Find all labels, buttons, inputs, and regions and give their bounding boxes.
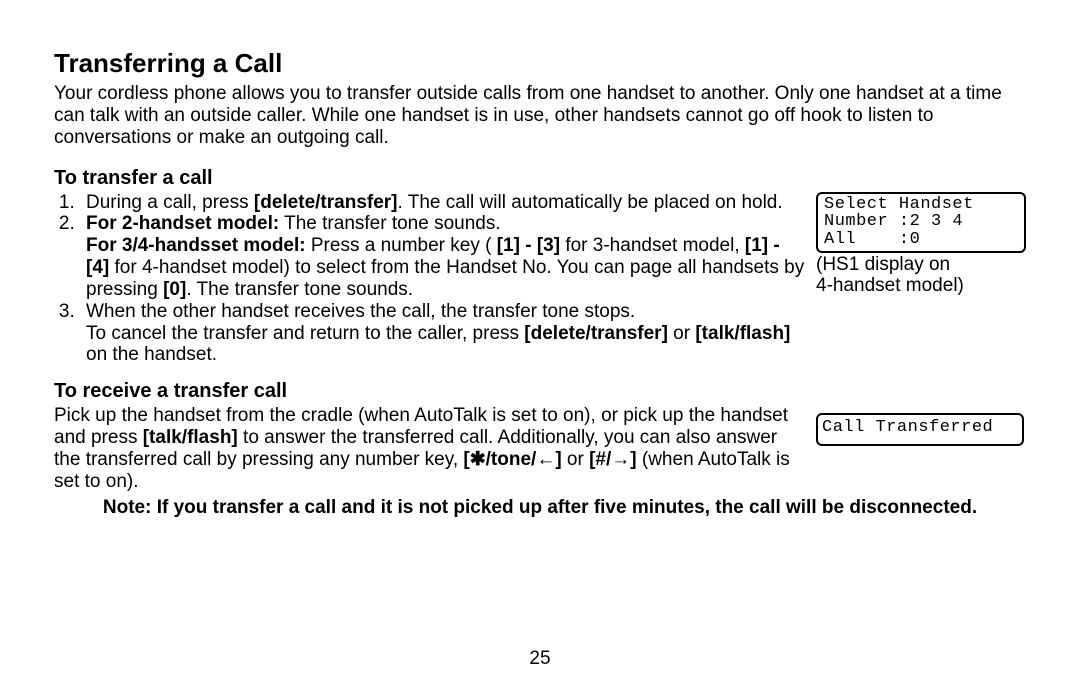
page-number: 25: [0, 648, 1080, 670]
lcd2-column: Call Transferred: [816, 405, 1026, 446]
lcd1-line3: All :0: [824, 230, 920, 249]
step-3: When the other handset receives the call…: [80, 301, 806, 367]
section-transfer-row: During a call, press [delete/transfer]. …: [54, 192, 1026, 367]
receive-key-talk: [talk/flash]: [143, 427, 238, 448]
step2-model34: For 3/4-handsset model:: [86, 235, 306, 256]
lcd1-line2: Number :2 3 4: [824, 212, 963, 231]
lcd1-line1: Select Handset: [824, 195, 974, 214]
step1-key: [delete/transfer]: [254, 192, 398, 213]
step2-key0: [0]: [163, 279, 186, 300]
lcd1-caption: (HS1 display on 4-handset model): [816, 255, 1026, 297]
step3-text-a: When the other handset receives the call…: [86, 301, 635, 322]
section-receive-heading: To receive a transfer call: [54, 380, 1026, 403]
page-title: Transferring a Call: [54, 48, 1026, 79]
section-transfer-body: During a call, press [delete/transfer]. …: [54, 192, 806, 367]
section-receive-row: Pick up the handset from the cradle (whe…: [54, 405, 1026, 492]
step3-text-f: on the handset.: [86, 344, 217, 365]
transfer-steps-list: During a call, press [delete/transfer]. …: [54, 192, 806, 367]
receive-key-hash: [#/→]: [589, 449, 637, 470]
lcd1-column: Select Handset Number :2 3 4 All :0 (HS1…: [816, 192, 1026, 297]
intro-paragraph: Your cordless phone allows you to transf…: [54, 83, 1026, 149]
step2-text-b: The transfer tone sounds.: [279, 213, 500, 234]
step3-key-talk: [talk/flash]: [695, 323, 790, 344]
lcd1-caption-line1: (HS1 display on: [816, 254, 950, 275]
disconnect-note: Note: If you transfer a call and it is n…: [54, 497, 1026, 519]
step2-key13: [1] - [3]: [497, 235, 560, 256]
step3-text-d: or: [668, 323, 695, 344]
receive-text-e: or: [562, 449, 589, 470]
lcd1-caption-line2: 4-handset model): [816, 275, 964, 296]
lcd-call-transferred: Call Transferred: [816, 413, 1024, 446]
step3-key-delete: [delete/transfer]: [524, 323, 668, 344]
step2-text-j: . The transfer tone sounds.: [186, 279, 413, 300]
step1-text-a: During a call, press: [86, 192, 254, 213]
manual-page: Transferring a Call Your cordless phone …: [0, 0, 1080, 688]
step3-text-b: To cancel the transfer and return to the…: [86, 323, 524, 344]
section-transfer-heading: To transfer a call: [54, 167, 1026, 190]
section-receive-body: Pick up the handset from the cradle (whe…: [54, 405, 806, 492]
step2-text-d: Press a number key (: [306, 235, 497, 256]
lcd-select-handset: Select Handset Number :2 3 4 All :0: [816, 192, 1026, 254]
step-2: For 2-handset model: The transfer tone s…: [80, 213, 806, 300]
receive-key-tone: [✱/tone/←]: [463, 449, 561, 470]
step-1: During a call, press [delete/transfer]. …: [80, 192, 806, 214]
step2-text-f: for 3-handset model,: [560, 235, 745, 256]
step1-text-c: . The call will automatically be placed …: [398, 192, 783, 213]
step2-model2: For 2-handset model:: [86, 213, 279, 234]
